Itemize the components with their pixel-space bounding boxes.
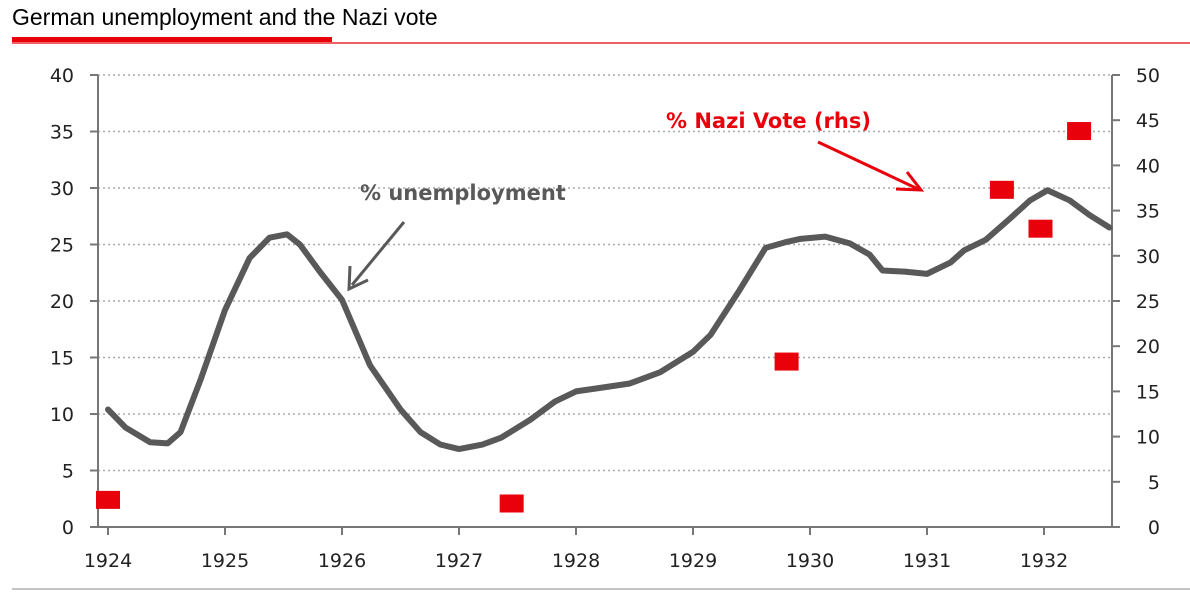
annotation-nazi-vote: % Nazi Vote (rhs) [666,109,871,133]
y-left-tick-label: 40 [50,65,74,87]
annotation-unemployment-arrow [350,221,406,286]
unemployment-line [105,187,1113,453]
y-right-tick-label: 40 [1136,155,1160,177]
x-tick-label: 1926 [318,550,366,572]
annotation-nazi-arrow [817,140,919,191]
y-right-tick-label: 45 [1136,110,1160,132]
y-left-tick-label: 25 [50,235,74,257]
y-right-tick-label: 25 [1136,291,1160,313]
nazi-vote-marker [989,180,1014,199]
y-right-tick-label: 50 [1136,65,1160,87]
x-tick-label: 1932 [1020,550,1068,572]
y-right-tick-label: 35 [1136,201,1160,223]
y-left-tick-label: 35 [50,122,74,144]
title-underline-thick [12,37,332,42]
x-tick-label: 1925 [201,550,249,572]
y-left-tick-label: 10 [50,404,74,426]
y-right-tick-label: 20 [1136,336,1160,358]
y-right-tick-label: 15 [1136,381,1160,403]
nazi-vote-marker [499,494,524,513]
x-tick-label: 1931 [903,550,951,572]
nazi-vote-marker [96,490,120,509]
y-left-tick-label: 5 [62,461,74,483]
annotation-nazi-arrowhead [895,171,925,192]
x-tick-label: 1924 [84,550,132,572]
x-tick-label: 1929 [669,550,717,572]
y-left-tick-label: 20 [50,291,74,313]
annotation-unemployment: % unemployment [360,181,566,205]
y-left-tick-label: 0 [62,517,74,539]
nazi-vote-marker [1028,219,1053,238]
x-tick-label: 1927 [435,550,483,572]
x-tick-label: 1930 [786,550,834,572]
nazi-vote-marker [1067,122,1092,141]
chart-title: German unemployment and the Nazi vote [12,4,438,30]
y-right-tick-label: 10 [1136,427,1160,449]
y-right-tick-label: 30 [1136,246,1160,268]
y-right-tick-label: 5 [1148,472,1160,494]
annotation-unemployment-arrowhead [347,265,369,292]
x-tick-label: 1928 [552,550,600,572]
y-left-tick-label: 30 [50,178,74,200]
y-left-tick-label: 15 [50,348,74,370]
y-right-tick-label: 0 [1148,517,1160,539]
nazi-vote-marker [774,352,799,371]
